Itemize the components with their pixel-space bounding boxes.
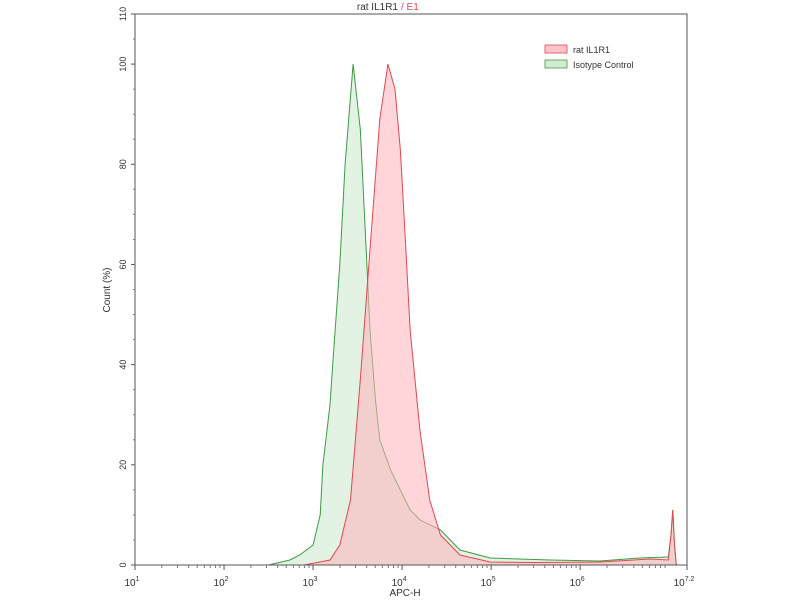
x-tick-label: 107.2: [674, 576, 695, 589]
x-tick-label: 104: [392, 576, 407, 589]
x-tick-label: 105: [481, 576, 496, 589]
y-tick-label: 60: [118, 259, 128, 269]
chart-title: rat IL1R1: [357, 2, 399, 13]
y-tick-label: 80: [118, 159, 128, 169]
x-tick-label: 101: [124, 576, 139, 589]
legend-label-rat-il1r1: rat IL1R1: [573, 45, 610, 55]
plot-area: [135, 63, 687, 566]
legend-swatch-rat-il1r1: [544, 44, 568, 54]
y-tick-label: 110: [118, 7, 128, 21]
x-axis-label: APC-H: [389, 588, 420, 599]
y-tick-label: 100: [118, 57, 128, 72]
x-tick-label: 103: [303, 576, 318, 589]
y-tick-label: 20: [118, 460, 128, 470]
y-tick-label: 0: [118, 562, 128, 567]
series-fill-isotype-control: [268, 64, 677, 565]
x-axis: 101 102 103 104 105 106 107.2: [124, 565, 695, 589]
series-fill-rat-il1r1: [304, 64, 677, 565]
y-axis: 0 20 40 60 80 100 110: [118, 7, 135, 568]
legend: rat IL1R1 Isotype Control: [544, 44, 634, 70]
legend-label-isotype-control: Isotype Control: [573, 60, 634, 70]
legend-swatch-isotype-control: [544, 59, 568, 69]
x-tick-label: 106: [570, 576, 585, 589]
chart-title-suffix: / E1: [401, 2, 419, 13]
y-axis-label: Count (%): [102, 267, 113, 312]
y-tick-label: 40: [118, 360, 128, 370]
x-tick-label: 102: [214, 576, 229, 589]
series-line-rat-il1r1: [304, 63, 677, 566]
